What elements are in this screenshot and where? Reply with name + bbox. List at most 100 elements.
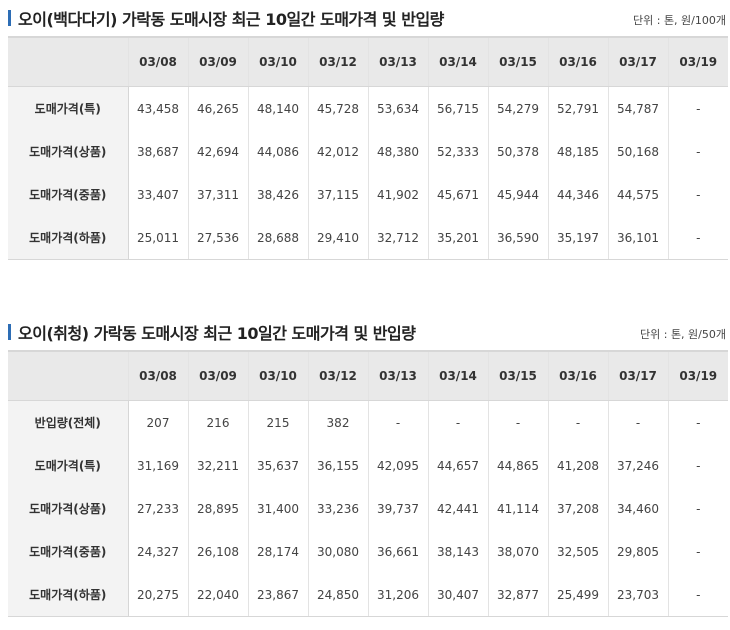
price-cell: 36,101 bbox=[608, 216, 669, 260]
price-cell: - bbox=[608, 400, 669, 444]
price-cell: 22,040 bbox=[188, 573, 249, 617]
price-cell: 36,661 bbox=[368, 530, 429, 573]
price-cell: 36,155 bbox=[308, 444, 369, 487]
price-cell: 42,694 bbox=[188, 130, 249, 173]
price-cell: 32,712 bbox=[368, 216, 429, 260]
price-cell: 37,115 bbox=[308, 173, 369, 216]
date-header-row: 03/08 03/09 03/10 03/12 03/13 03/14 03/1… bbox=[8, 350, 728, 401]
price-cell: 39,737 bbox=[368, 487, 429, 530]
table-row: 도매가격(중품) 33,407 37,311 38,426 37,115 41,902 45… bbox=[8, 173, 728, 216]
row-label: 도매가격(상품) bbox=[8, 130, 129, 173]
price-cell: 38,426 bbox=[248, 173, 309, 216]
row-label: 도매가격(하품) bbox=[8, 573, 129, 617]
price-cell: 33,407 bbox=[128, 173, 189, 216]
price-cell: 23,867 bbox=[248, 573, 309, 617]
price-cell: 28,895 bbox=[188, 487, 249, 530]
price-cell: 42,012 bbox=[308, 130, 369, 173]
price-cell: 30,080 bbox=[308, 530, 369, 573]
date-header: 03/08 bbox=[128, 350, 189, 401]
price-cell: - bbox=[668, 216, 728, 260]
price-cell: 42,095 bbox=[368, 444, 429, 487]
price-cell: 38,143 bbox=[428, 530, 489, 573]
table-row: 도매가격(중품) 24,327 26,108 28,174 30,080 36,661 38… bbox=[8, 530, 728, 573]
header-corner bbox=[8, 350, 129, 401]
table-row: 도매가격(하품) 25,011 27,536 28,688 29,410 32,712 35… bbox=[8, 216, 728, 260]
price-table: 03/08 03/09 03/10 03/12 03/13 03/14 03/1… bbox=[8, 36, 728, 260]
price-cell: - bbox=[488, 400, 549, 444]
header-corner bbox=[8, 36, 129, 87]
price-cell: 43,458 bbox=[128, 86, 189, 130]
price-cell: 56,715 bbox=[428, 86, 489, 130]
title-marker bbox=[8, 324, 11, 340]
price-cell: 28,688 bbox=[248, 216, 309, 260]
date-header: 03/08 bbox=[128, 36, 189, 87]
price-cell: 54,279 bbox=[488, 86, 549, 130]
price-cell: 24,850 bbox=[308, 573, 369, 617]
price-cell: 38,070 bbox=[488, 530, 549, 573]
price-cell: 50,378 bbox=[488, 130, 549, 173]
price-cell: 35,637 bbox=[248, 444, 309, 487]
date-header: 03/15 bbox=[488, 36, 549, 87]
price-cell: 35,201 bbox=[428, 216, 489, 260]
row-label: 도매가격(중품) bbox=[8, 530, 129, 573]
price-cell: 44,575 bbox=[608, 173, 669, 216]
date-header: 03/17 bbox=[608, 350, 669, 401]
price-cell: 44,865 bbox=[488, 444, 549, 487]
price-cell: 48,380 bbox=[368, 130, 429, 173]
price-cell: - bbox=[696, 144, 701, 159]
date-header: 03/12 bbox=[308, 36, 369, 87]
price-cell: 31,400 bbox=[248, 487, 309, 530]
price-cell: 41,208 bbox=[548, 444, 609, 487]
table-row: 도매가격(상품) 27,233 28,895 31,400 33,236 39,737 42… bbox=[8, 487, 728, 530]
price-cell: 46,265 bbox=[188, 86, 249, 130]
price-cell: - bbox=[696, 501, 701, 516]
price-cell: 50,168 bbox=[608, 130, 669, 173]
price-cell: - bbox=[696, 101, 701, 116]
date-header: 03/13 bbox=[368, 36, 429, 87]
price-cell: 382 bbox=[308, 400, 369, 444]
section-header: 오이(백다다기) 가락동 도매시장 최근 10일간 도매가격 및 반입량 단위 … bbox=[8, 0, 728, 36]
date-header: 03/14 bbox=[428, 350, 489, 401]
price-cell: 45,728 bbox=[308, 86, 369, 130]
price-cell: 30,407 bbox=[428, 573, 489, 617]
price-cell: - bbox=[548, 400, 609, 444]
price-table: 03/08 03/09 03/10 03/12 03/13 03/14 03/1… bbox=[8, 350, 728, 617]
date-header: 03/09 bbox=[188, 350, 249, 401]
cucumber-baekdadagi-section: 오이(백다다기) 가락동 도매시장 최근 10일간 도매가격 및 반입량 단위 … bbox=[8, 0, 728, 260]
price-cell: 31,206 bbox=[368, 573, 429, 617]
row-label: 도매가격(특) bbox=[8, 444, 129, 487]
price-cell: 36,590 bbox=[488, 216, 549, 260]
price-cell: 25,499 bbox=[548, 573, 609, 617]
price-cell: 32,505 bbox=[548, 530, 609, 573]
price-cell: 35,197 bbox=[548, 216, 609, 260]
date-header: 03/19 bbox=[668, 36, 728, 87]
unit-label: 단위 : 톤, 원/50개 bbox=[640, 328, 726, 341]
price-cell: 42,441 bbox=[428, 487, 489, 530]
price-cell: - bbox=[696, 544, 701, 559]
price-cell: 34,460 bbox=[608, 487, 669, 530]
price-cell: 24,327 bbox=[128, 530, 189, 573]
price-cell: 37,246 bbox=[608, 444, 669, 487]
price-cell: 20,275 bbox=[128, 573, 189, 617]
unit-label: 단위 : 톤, 원/100개 bbox=[633, 14, 726, 27]
price-cell: - bbox=[696, 415, 701, 430]
section-header: 오이(취청) 가락동 도매시장 최근 10일간 도매가격 및 반입량 단위 : … bbox=[8, 314, 728, 350]
row-label: 도매가격(중품) bbox=[8, 173, 129, 216]
price-cell: 32,877 bbox=[488, 573, 549, 617]
row-label: 도매가격(하품) bbox=[8, 216, 129, 260]
cucumber-chwicheong-section: 오이(취청) 가락동 도매시장 최근 10일간 도매가격 및 반입량 단위 : … bbox=[8, 314, 728, 617]
row-label: 도매가격(상품) bbox=[8, 487, 129, 530]
price-cell: 37,208 bbox=[548, 487, 609, 530]
price-cell: 48,140 bbox=[248, 86, 309, 130]
price-cell: 45,944 bbox=[488, 173, 549, 216]
date-header: 03/13 bbox=[368, 350, 429, 401]
price-cell: 37,311 bbox=[188, 173, 249, 216]
table-row: 도매가격(하품) 20,275 22,040 23,867 24,850 31,206 30… bbox=[8, 573, 728, 617]
price-cell: 45,671 bbox=[428, 173, 489, 216]
price-cell: 27,233 bbox=[128, 487, 189, 530]
date-header-row: 03/08 03/09 03/10 03/12 03/13 03/14 03/1… bbox=[8, 36, 728, 87]
price-cell: 207 bbox=[128, 400, 189, 444]
price-cell: 44,086 bbox=[248, 130, 309, 173]
date-header: 03/19 bbox=[668, 350, 728, 401]
price-cell: 44,346 bbox=[548, 173, 609, 216]
